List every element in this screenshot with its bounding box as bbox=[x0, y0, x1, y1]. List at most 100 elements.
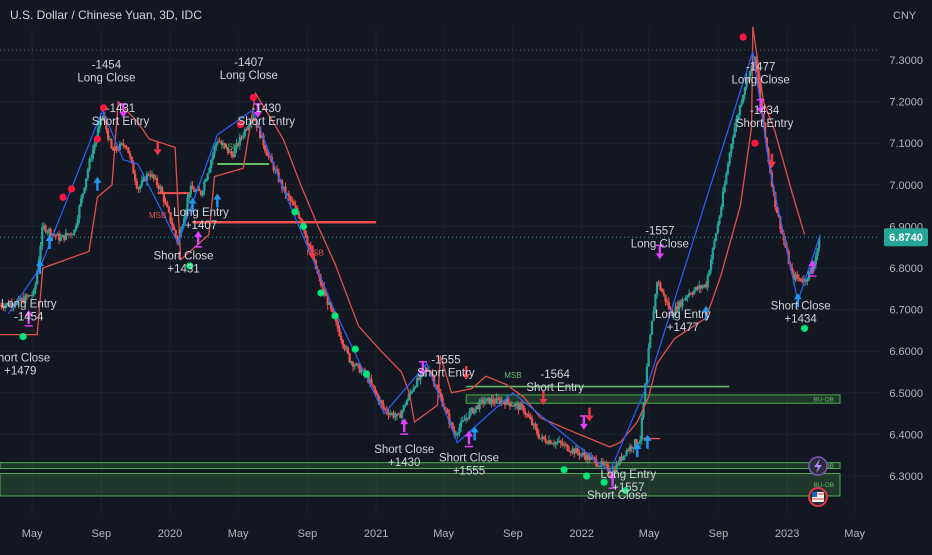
candle-body-152 bbox=[255, 121, 258, 128]
candle-body-362 bbox=[610, 473, 613, 475]
candle-body-285 bbox=[480, 399, 483, 401]
candle-body-39 bbox=[64, 233, 67, 240]
candle-body-400 bbox=[674, 306, 677, 315]
candle-body-305 bbox=[514, 404, 517, 407]
candle-body-214 bbox=[360, 370, 363, 373]
candle-body-444 bbox=[748, 71, 752, 80]
candle-body-63 bbox=[105, 121, 108, 130]
candle-body-181 bbox=[304, 230, 307, 238]
candle-body-204 bbox=[343, 345, 346, 350]
lbl-1555-short-entry-line-0: -1555 bbox=[431, 355, 460, 367]
candle-body-473 bbox=[797, 277, 801, 279]
lbl-1407-long-close-line-1: Long Close bbox=[220, 70, 278, 82]
candle-body-425 bbox=[716, 223, 719, 234]
candle-body-192 bbox=[323, 286, 326, 294]
y-tick-3: 7.0000 bbox=[889, 180, 923, 192]
candle-body-377 bbox=[635, 439, 638, 444]
candle-body-408 bbox=[688, 293, 691, 297]
candle-body-302 bbox=[508, 402, 512, 406]
candle-body-432 bbox=[728, 152, 731, 165]
signal-arrow-down-5 bbox=[756, 99, 765, 114]
lbl-1557-long-close-line-0: -1557 bbox=[645, 226, 674, 238]
candle-body-261 bbox=[439, 392, 442, 398]
signal-arrow-down-6 bbox=[153, 141, 162, 156]
candle-body-246 bbox=[414, 386, 417, 388]
candle-body-309 bbox=[520, 404, 524, 406]
candle-body-422 bbox=[711, 247, 714, 260]
signal-arrow-up-25 bbox=[643, 434, 652, 449]
lbl-long-entry-1454-line-1: -1454 bbox=[14, 312, 44, 324]
candle-body-277 bbox=[466, 417, 469, 419]
signal-dot-38 bbox=[291, 208, 299, 216]
candle-body-460 bbox=[775, 207, 779, 213]
candle-body-197 bbox=[331, 308, 334, 313]
candle-body-159 bbox=[267, 155, 270, 157]
signal-arrow-up-26 bbox=[702, 305, 711, 320]
y-tick-0: 7.3000 bbox=[889, 55, 923, 67]
lbl-short-close-1431-line-1: +1431 bbox=[167, 264, 199, 276]
candle-body-200 bbox=[336, 321, 339, 329]
signals bbox=[19, 33, 817, 495]
lbl-1564-short-entry-line-1: Short Entry bbox=[526, 382, 584, 394]
candle-body-108 bbox=[181, 226, 184, 229]
candle-body-157 bbox=[264, 145, 267, 152]
x-tick-4: Sep bbox=[298, 528, 318, 540]
candle-body-234 bbox=[394, 416, 397, 418]
candle-body-374 bbox=[630, 446, 633, 449]
lbl-short-close-1555-line-1: +1555 bbox=[453, 465, 485, 477]
candle-body-186 bbox=[313, 257, 316, 261]
candle-body-143 bbox=[240, 136, 243, 138]
candle-body-26 bbox=[42, 225, 46, 228]
candle-body-224 bbox=[377, 394, 380, 402]
candle-body-348 bbox=[586, 454, 589, 461]
candle-body-369 bbox=[622, 455, 625, 460]
candle-body-429 bbox=[723, 184, 726, 192]
candle-body-240 bbox=[404, 405, 407, 407]
candle-body-75 bbox=[125, 146, 128, 148]
candle-body-461 bbox=[777, 212, 780, 217]
candle-body-266 bbox=[448, 413, 451, 424]
candle-body-353 bbox=[595, 458, 598, 466]
candle-body-402 bbox=[677, 301, 681, 311]
candle-body-332 bbox=[559, 440, 562, 443]
last-price-text: 6.8740 bbox=[889, 232, 923, 244]
lbl-1434-short-entry-line-1: Short Entry bbox=[736, 118, 794, 130]
candle-body-88 bbox=[147, 173, 150, 175]
candle-body-477 bbox=[804, 279, 807, 282]
candle-body-113 bbox=[189, 185, 192, 195]
candle-body-208 bbox=[350, 361, 353, 363]
candle-body-29 bbox=[47, 229, 51, 232]
candle-body-380 bbox=[640, 417, 643, 441]
candle-body-46 bbox=[76, 218, 79, 226]
y-tick-10: 6.3000 bbox=[889, 471, 923, 483]
candle-body-203 bbox=[341, 340, 344, 346]
candle-body-364 bbox=[613, 470, 616, 472]
lbl-1434-short-entry: -1434 Short Entry bbox=[736, 105, 794, 130]
candle-body-323 bbox=[544, 438, 547, 443]
zigzag bbox=[7, 51, 821, 473]
candle-body-141 bbox=[237, 143, 240, 146]
signal-dot-32 bbox=[236, 120, 245, 129]
candle-body-338 bbox=[569, 451, 573, 453]
candle-body-345 bbox=[581, 452, 584, 455]
candle-body-41 bbox=[68, 233, 71, 235]
candle-body-206 bbox=[346, 347, 350, 354]
candle-body-373 bbox=[628, 446, 632, 451]
candle-body-340 bbox=[573, 448, 576, 454]
candle-body-237 bbox=[399, 414, 402, 418]
candle-body-95 bbox=[159, 187, 162, 190]
candle-body-124 bbox=[208, 168, 211, 174]
candle-body-22 bbox=[36, 271, 39, 285]
candle-body-112 bbox=[188, 194, 191, 198]
signal-dot-37 bbox=[186, 262, 194, 270]
candle-body-370 bbox=[623, 455, 627, 457]
candle-body-211 bbox=[355, 363, 358, 366]
candle-body-156 bbox=[262, 135, 265, 146]
ob-zone-low bbox=[0, 462, 841, 470]
candle-body-220 bbox=[370, 379, 373, 385]
candle-body-158 bbox=[265, 151, 268, 156]
candle-body-435 bbox=[733, 127, 736, 138]
signal-dot-46 bbox=[600, 478, 608, 486]
